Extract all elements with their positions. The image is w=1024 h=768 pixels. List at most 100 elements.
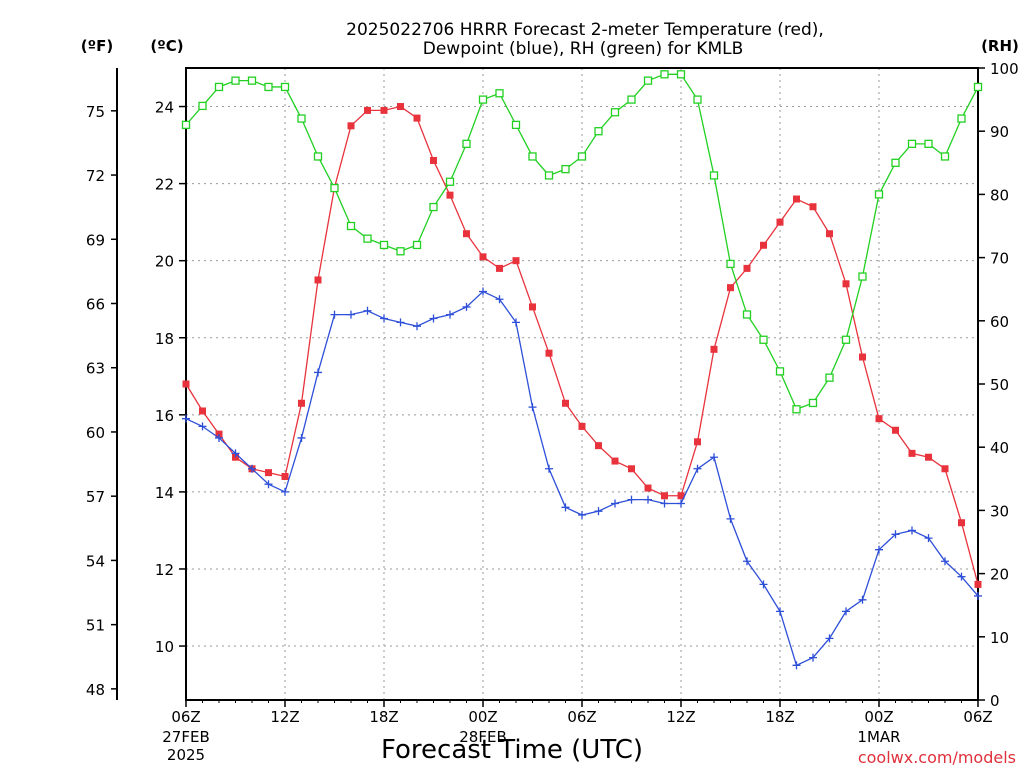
x-tick-label: 06Z [567, 708, 596, 726]
rh-point [841, 335, 851, 344]
temperature-point [661, 492, 668, 500]
rh-point [478, 95, 488, 104]
rh-point [330, 183, 339, 193]
dewpoint-point [561, 503, 570, 512]
rh-point [676, 70, 686, 79]
dewpoint-point [264, 480, 273, 489]
rh-point [726, 259, 735, 269]
dewpoint-point [710, 453, 718, 462]
x-tick-label: 18Z [765, 708, 794, 726]
rh-point [346, 221, 356, 231]
rh-tick-label: 40 [990, 439, 1009, 457]
temperature-point [314, 276, 322, 284]
title-line-2: Dewpoint (blue), RH (green) for KMLB [423, 39, 744, 59]
temperature-point [347, 122, 355, 130]
dewpoint-point [677, 499, 685, 508]
rh-point [709, 171, 719, 180]
dewpoint-point [875, 545, 883, 554]
dewpoint-point [594, 507, 603, 516]
rh-tick-label: 80 [990, 186, 1009, 204]
temperature-point [974, 580, 982, 588]
rh-point [759, 335, 768, 344]
x-tick-label: 06Z [171, 708, 200, 726]
dewpoint-point [479, 287, 487, 296]
temperature-point [562, 399, 569, 407]
temperature-point [628, 465, 635, 473]
dewpoint-point [776, 607, 784, 616]
rh-point [495, 89, 504, 98]
rh-point [247, 76, 257, 85]
temperature-point [380, 106, 388, 114]
temperature-point [776, 218, 784, 226]
temperature-point [826, 230, 833, 238]
plot-frame [185, 67, 979, 701]
temperature-point [644, 484, 652, 492]
rh-point [528, 152, 537, 161]
dewpoint-point [347, 310, 355, 319]
temperature-point [463, 230, 470, 238]
fahrenheit-tick-label: 57 [86, 488, 105, 506]
temperature-point [941, 465, 949, 473]
fahrenheit-tick-label: 51 [86, 617, 105, 635]
dewpoint-point [528, 403, 537, 412]
temperature-point [479, 253, 487, 261]
dewpoint-point [941, 557, 949, 566]
temperature-point [281, 472, 289, 480]
temperature-point [809, 203, 817, 211]
dewpoint-point [792, 661, 801, 670]
dewpoint-point [495, 295, 504, 304]
dewpoint-point [644, 495, 652, 504]
x-tick-label: 00Z [468, 708, 497, 726]
dewpoint-point [363, 306, 372, 315]
rh-tick-label: 50 [990, 376, 1009, 394]
temperature-point [875, 415, 883, 423]
rh-tick-label: 0 [990, 692, 1000, 710]
x-date-label: 28FEB [459, 728, 506, 746]
rh-point [363, 234, 372, 243]
dewpoint-point [743, 557, 751, 566]
x-tick-label: 12Z [666, 708, 695, 726]
dewpoint-point [396, 318, 405, 327]
x-date-label: 27FEB [162, 728, 209, 746]
rh-point [940, 152, 950, 161]
dewpoint-point [545, 464, 553, 473]
rh-unit-label: (RH) [981, 37, 1019, 55]
rh-point [280, 82, 290, 92]
celsius-tick-label: 14 [155, 484, 174, 502]
dewpoint-point [908, 526, 916, 535]
x-tick-label: 00Z [864, 708, 893, 726]
dewpoint-point [578, 511, 586, 520]
rh-point [462, 139, 471, 148]
rh-tick-label: 90 [990, 123, 1009, 141]
rh-tick-label: 60 [990, 313, 1009, 331]
credit-text[interactable]: coolwx.com/models [858, 748, 1016, 767]
fahrenheit-tick-label: 54 [86, 552, 105, 570]
dewpoint-point [759, 580, 768, 589]
rh-point [610, 108, 620, 117]
dewpoint-point [297, 433, 306, 442]
dewpoint-point [512, 318, 520, 327]
dewpoint-point [462, 302, 471, 311]
dewpoint-point [231, 449, 240, 458]
temperature-point [298, 399, 305, 407]
temperature-point [430, 156, 437, 164]
rh-tick-label: 10 [990, 629, 1009, 647]
dewpoint-point [330, 310, 339, 319]
rh-tick-label: 70 [990, 250, 1009, 268]
temperature-point [529, 303, 536, 311]
temperature-point [793, 195, 800, 203]
rh-point [214, 82, 224, 92]
dewpoint-point [957, 572, 966, 581]
rh-point [775, 367, 785, 376]
temperature-point [397, 103, 404, 111]
rh-point [445, 177, 455, 186]
fahrenheit-tick-label: 60 [86, 424, 105, 442]
temperature-point [694, 438, 701, 446]
x-date-label: 1MAR [857, 728, 900, 746]
x-tick-label: 06Z [963, 708, 992, 726]
rh-point [577, 152, 587, 161]
dewpoint-point [924, 534, 933, 543]
dewpoint-point [660, 499, 669, 508]
temperature-point [892, 426, 899, 434]
